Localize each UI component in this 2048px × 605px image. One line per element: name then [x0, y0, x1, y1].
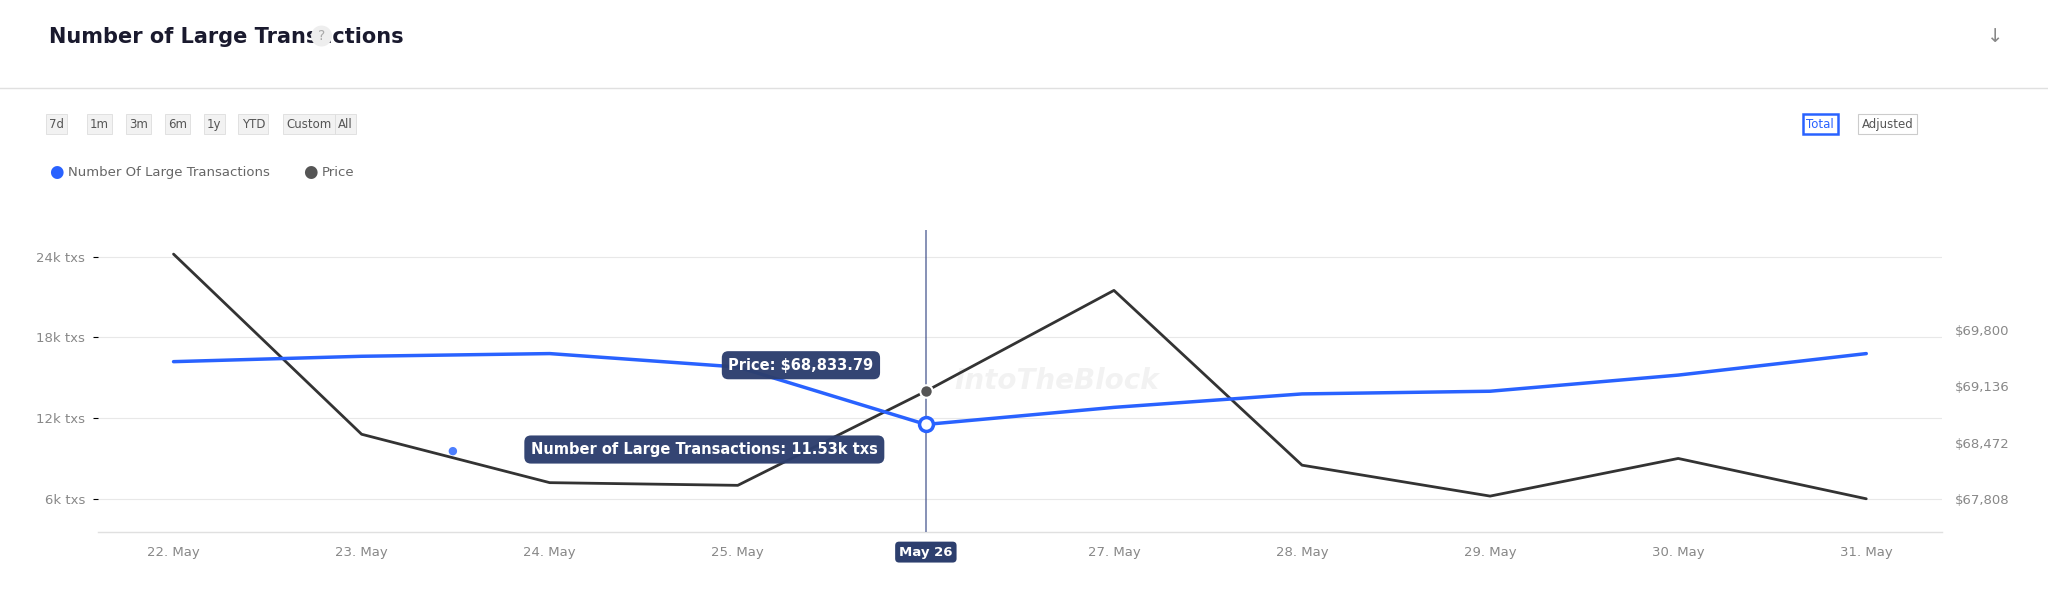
Text: ●: ●	[303, 163, 317, 182]
Text: Custom: Custom	[287, 117, 332, 131]
Text: ●: ●	[49, 163, 63, 182]
Text: Number of Large Transactions: 11.53k txs: Number of Large Transactions: 11.53k txs	[530, 442, 879, 457]
Text: Number of Large Transactions: Number of Large Transactions	[49, 27, 403, 47]
Text: Price: $68,833.79: Price: $68,833.79	[729, 358, 874, 373]
Text: ↓: ↓	[1987, 27, 2003, 46]
Text: Price: Price	[322, 166, 354, 179]
Text: 1m: 1m	[90, 117, 109, 131]
Text: IntoTheBlock: IntoTheBlock	[954, 367, 1159, 395]
Text: 6m: 6m	[168, 117, 186, 131]
Text: Total: Total	[1806, 117, 1835, 131]
Text: 3m: 3m	[129, 117, 147, 131]
Text: YTD: YTD	[242, 117, 264, 131]
Text: Number Of Large Transactions: Number Of Large Transactions	[68, 166, 270, 179]
Text: ?: ?	[317, 29, 326, 43]
Text: Adjusted: Adjusted	[1862, 117, 1913, 131]
Text: 1y: 1y	[207, 117, 221, 131]
Text: ●: ●	[449, 446, 457, 456]
Text: All: All	[338, 117, 352, 131]
Text: 7d: 7d	[49, 117, 63, 131]
